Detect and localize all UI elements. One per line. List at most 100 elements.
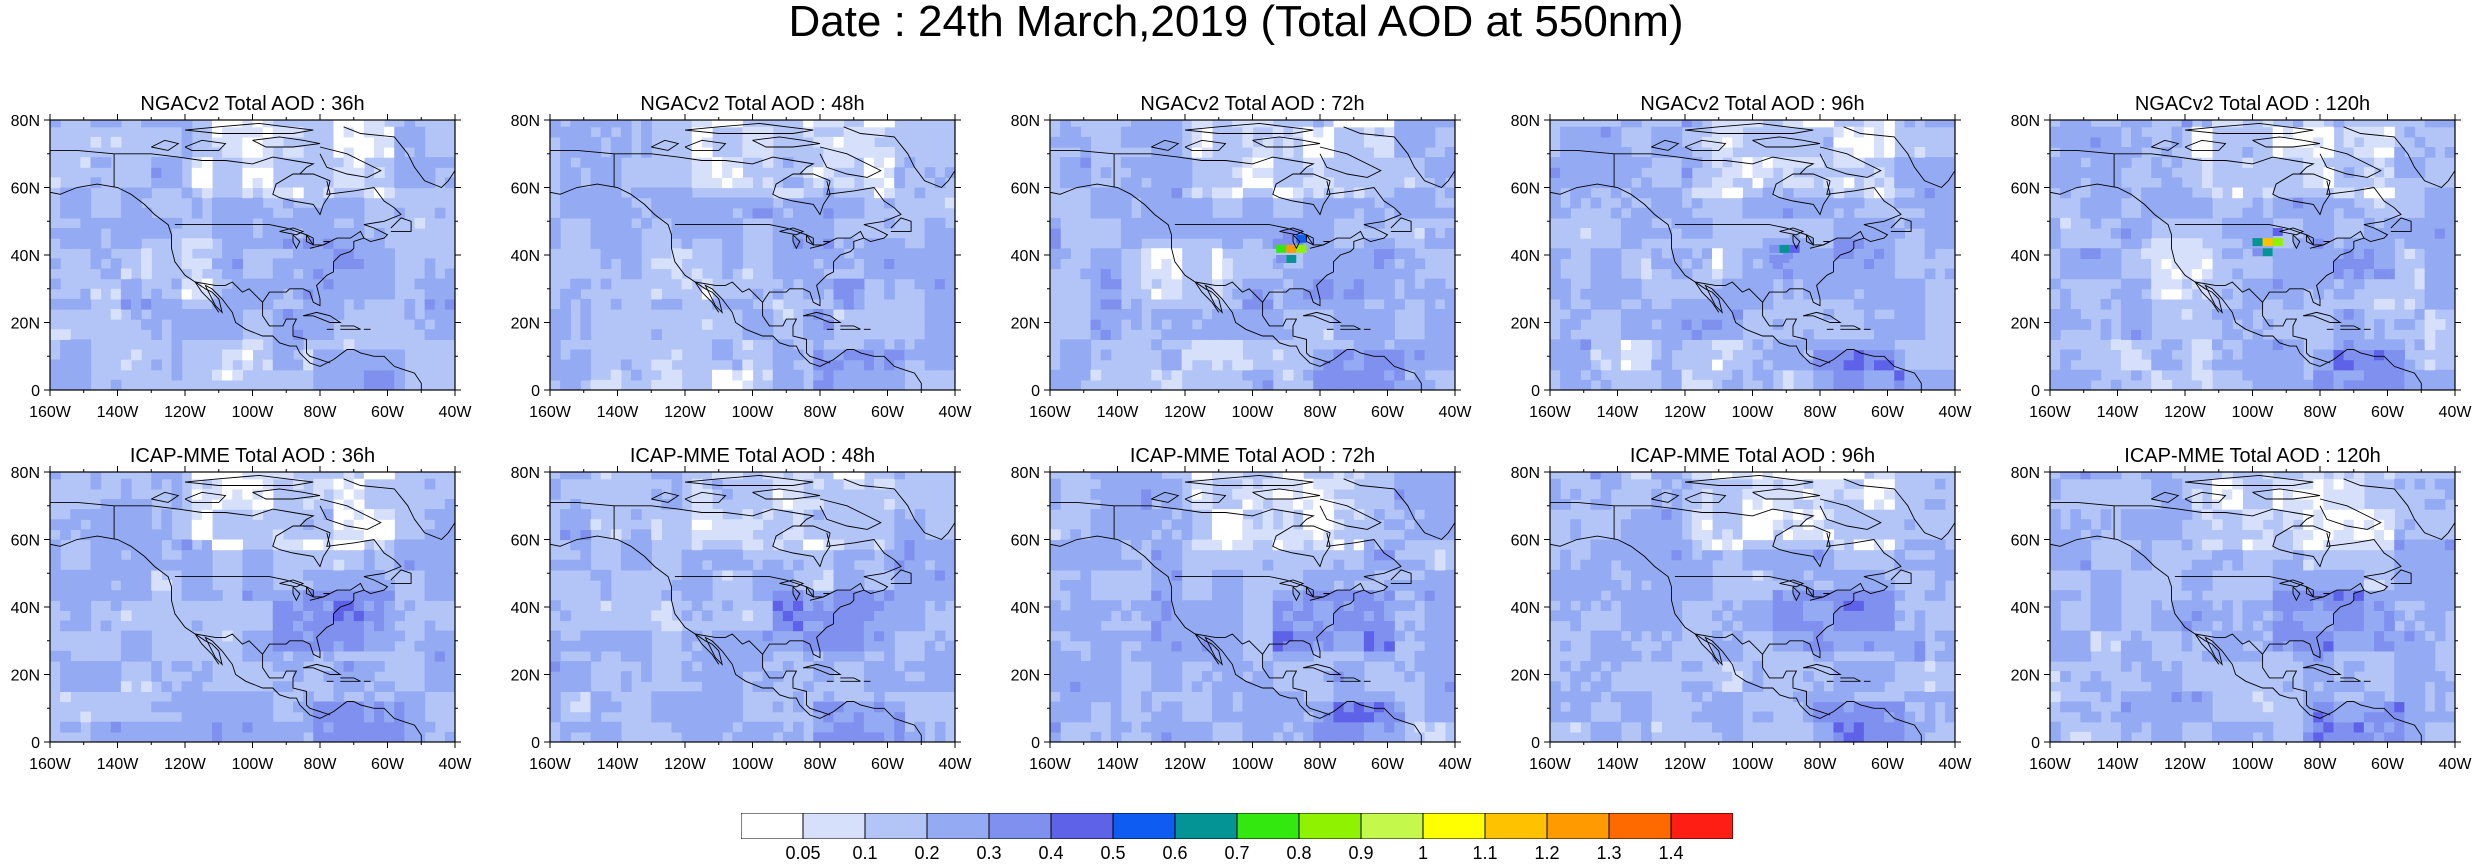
lon-tick-label: 140W <box>1597 756 1640 773</box>
lat-tick-label: 20N <box>511 668 540 685</box>
lat-tick-label: 40N <box>11 248 40 265</box>
lat-tick-label: 80N <box>11 465 40 482</box>
lat-tick-label: 60N <box>1511 533 1540 550</box>
lon-tick-label: 140W <box>97 756 140 773</box>
lat-tick-label: 60N <box>11 533 40 550</box>
lat-tick-label: 40N <box>2011 600 2040 617</box>
aod-field <box>1050 469 1456 743</box>
lon-tick-label: 40W <box>939 404 973 421</box>
aod-hotspot <box>1769 245 1779 253</box>
lat-tick-label: 60N <box>2011 181 2040 198</box>
lon-tick-label: 120W <box>164 404 207 421</box>
lon-tick-label: 100W <box>732 756 775 773</box>
colorbar-label: 1.1 <box>1472 843 1497 864</box>
lon-tick-label: 80W <box>1304 404 1338 421</box>
colorbar-label: 1.3 <box>1596 843 1621 864</box>
lat-tick-label: 20N <box>511 316 540 333</box>
lon-tick-label: 40W <box>2439 404 2472 421</box>
colorbar-box <box>803 813 865 839</box>
lon-tick-label: 60W <box>1871 404 1905 421</box>
lat-tick-label: 0 <box>1531 735 1540 752</box>
aod-field <box>1550 117 1956 391</box>
lon-tick-label: 120W <box>664 756 707 773</box>
colorbar-box <box>1299 813 1361 839</box>
lon-tick-label: 140W <box>1597 404 1640 421</box>
lat-tick-label: 80N <box>1511 465 1540 482</box>
colorbar-box <box>989 813 1051 839</box>
lat-tick-label: 60N <box>511 533 540 550</box>
lat-tick-label: 20N <box>1511 668 1540 685</box>
lon-tick-label: 160W <box>29 756 72 773</box>
lat-tick-label: 40N <box>511 248 540 265</box>
lat-tick-label: 40N <box>11 600 40 617</box>
lon-tick-label: 80W <box>304 404 338 421</box>
aod-hotspot <box>2263 248 2273 256</box>
aod-hotspot <box>1286 245 1296 253</box>
lon-tick-label: 80W <box>804 404 838 421</box>
lon-tick-label: 80W <box>1804 756 1838 773</box>
aod-field <box>2050 469 2456 743</box>
colorbar-label: 0.1 <box>852 843 877 864</box>
lat-tick-label: 0 <box>2031 383 2040 400</box>
lat-tick-label: 80N <box>11 113 40 130</box>
lon-tick-label: 60W <box>1871 756 1905 773</box>
aod-hotspot <box>1286 255 1296 263</box>
lon-tick-label: 140W <box>1097 404 1140 421</box>
lon-tick-label: 80W <box>304 756 338 773</box>
aod-hotspot <box>1769 255 1779 263</box>
lon-tick-label: 80W <box>1304 756 1338 773</box>
lat-tick-label: 40N <box>1511 600 1540 617</box>
lon-tick-label: 120W <box>164 756 207 773</box>
aod-hotspot <box>2263 238 2273 246</box>
lon-tick-label: 80W <box>1804 404 1838 421</box>
colorbar-label: 1.2 <box>1534 843 1559 864</box>
colorbar-box <box>1485 813 1547 839</box>
lon-tick-label: 100W <box>1732 404 1775 421</box>
colorbar-box <box>1051 813 1113 839</box>
colorbar-label: 0.4 <box>1038 843 1063 864</box>
lon-tick-label: 60W <box>871 756 905 773</box>
aod-hotspot <box>1276 255 1286 263</box>
lon-tick-label: 160W <box>529 756 572 773</box>
colorbar-label: 1 <box>1418 843 1428 864</box>
lat-tick-label: 0 <box>531 383 540 400</box>
lat-tick-label: 60N <box>11 181 40 198</box>
colorbar-label: 0.3 <box>976 843 1001 864</box>
lon-tick-label: 60W <box>2371 756 2405 773</box>
lat-tick-label: 60N <box>511 181 540 198</box>
aod-hotspot <box>2253 248 2263 256</box>
lat-tick-label: 20N <box>2011 668 2040 685</box>
colorbar-box <box>1237 813 1299 839</box>
colorbar-box <box>1113 813 1175 839</box>
aod-hotspot <box>1780 245 1790 253</box>
aod-colorbar <box>741 813 1733 839</box>
colorbar-box <box>1609 813 1671 839</box>
lat-tick-label: 60N <box>1011 533 1040 550</box>
lon-tick-label: 140W <box>2097 404 2140 421</box>
lat-tick-label: 60N <box>1011 181 1040 198</box>
lon-tick-label: 160W <box>1529 404 1572 421</box>
lon-tick-label: 160W <box>1529 756 1572 773</box>
lat-tick-label: 80N <box>511 113 540 130</box>
lat-tick-label: 0 <box>31 383 40 400</box>
lon-tick-label: 140W <box>2097 756 2140 773</box>
lon-tick-label: 120W <box>2164 756 2207 773</box>
lat-tick-label: 80N <box>511 465 540 482</box>
lat-tick-label: 20N <box>2011 316 2040 333</box>
lon-tick-label: 160W <box>1029 404 1072 421</box>
lon-tick-label: 140W <box>597 404 640 421</box>
aod-field <box>50 117 456 391</box>
lat-tick-label: 40N <box>1011 600 1040 617</box>
lon-tick-label: 120W <box>1664 404 1707 421</box>
colorbar-label: 0.6 <box>1162 843 1187 864</box>
